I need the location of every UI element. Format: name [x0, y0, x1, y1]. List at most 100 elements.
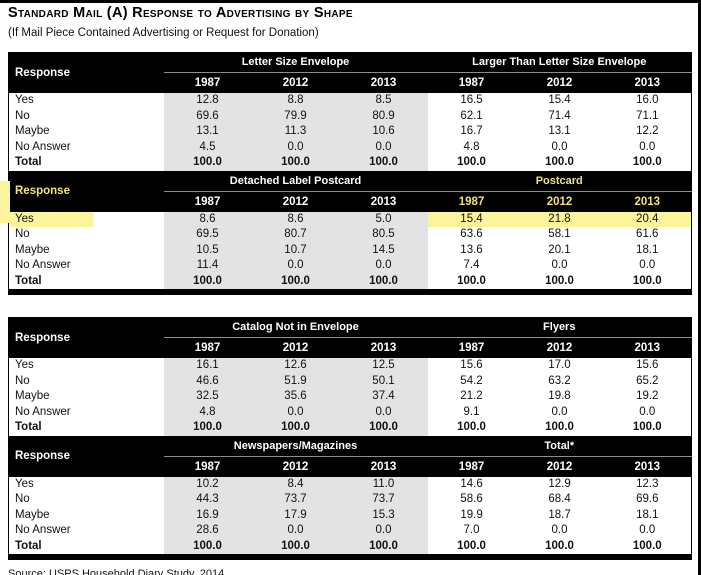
value-cell: 14.5 — [339, 242, 428, 258]
value-cell: 4.8 — [163, 404, 252, 420]
value-cell: 61.6 — [636, 228, 659, 240]
value-cell: 100.0 — [545, 274, 574, 287]
table-row: No Answer 4.5 0.0 0.0 4.8 0.0 0.0 — [9, 139, 692, 155]
year-header: 1987 — [427, 72, 516, 93]
year-header: 2012 — [251, 337, 340, 358]
value-cell: 15.6 — [636, 359, 659, 371]
response-label: Total — [15, 539, 42, 552]
value-cell: 15.6 — [460, 359, 483, 371]
year-header: 2013 — [603, 72, 692, 93]
value-cell: 63.6 — [460, 228, 483, 240]
table-row: Total 100.0 100.0 100.0 100.0 100.0 100.0 — [9, 155, 692, 171]
table-header: Response Catalog Not in Envelope Flyers … — [8, 317, 692, 358]
value-cell: 15.4 — [548, 94, 571, 106]
table-block-top: Response Letter Size Envelope Larger Tha… — [8, 52, 693, 295]
value-cell: 18.7 — [548, 508, 571, 521]
response-label: Total — [15, 274, 42, 287]
response-label: Total — [15, 421, 42, 433]
value-cell: 100.0 — [545, 156, 574, 168]
year-header: 1987 — [163, 456, 252, 477]
value-cell: 0.0 — [251, 258, 340, 274]
value-cell: 100.0 — [457, 274, 486, 287]
value-cell: 73.7 — [251, 492, 340, 508]
value-cell: 100.0 — [251, 273, 340, 292]
response-label: Yes — [15, 94, 34, 106]
response-label: Yes — [15, 477, 34, 490]
table-row: No 44.3 73.7 73.7 58.6 68.4 69.6 — [9, 492, 692, 508]
year-header: 2013 — [603, 456, 692, 477]
table-envelopes: Response Letter Size Envelope Larger Tha… — [8, 52, 693, 171]
value-cell: 16.9 — [163, 507, 252, 523]
response-label: No Answer — [15, 405, 71, 418]
value-cell: 0.0 — [551, 259, 568, 271]
value-cell: 0.0 — [551, 524, 568, 536]
year-header: 1987 — [427, 191, 516, 212]
value-cell: 100.0 — [251, 420, 340, 436]
value-cell: 12.2 — [636, 125, 659, 137]
value-cell: 7.0 — [463, 524, 480, 536]
value-cell: 100.0 — [339, 273, 428, 292]
report-content: Standard Mail (A) Response to Advertisin… — [0, 3, 698, 575]
page-title: Standard Mail (A) Response to Advertisin… — [8, 5, 353, 21]
table-row: Yes 10.2 8.4 11.0 14.6 12.9 12.3 — [9, 476, 692, 492]
group-title-letter-size-envelope: Letter Size Envelope — [163, 52, 428, 73]
value-cell: 28.6 — [163, 523, 252, 539]
value-cell: 10.5 — [163, 242, 252, 258]
value-cell: 21.8 — [515, 211, 604, 227]
response-label: No — [15, 228, 30, 240]
response-label: No Answer — [15, 259, 71, 271]
response-column-header: Response — [8, 52, 164, 93]
value-cell: 80.5 — [339, 227, 428, 243]
response-label: No — [15, 109, 30, 122]
year-header: 1987 — [427, 456, 516, 477]
value-cell: 10.2 — [163, 476, 252, 492]
value-cell: 100.0 — [632, 421, 662, 433]
value-cell: 100.0 — [632, 539, 662, 552]
value-cell: 17.0 — [548, 359, 571, 371]
value-cell: 16.5 — [460, 94, 483, 106]
value-cell: 0.0 — [251, 523, 340, 539]
year-header: 2012 — [515, 337, 604, 358]
response-label: No Answer — [15, 140, 71, 153]
value-cell: 15.3 — [339, 507, 428, 523]
year-header: 2013 — [603, 337, 692, 358]
value-cell: 44.3 — [163, 492, 252, 508]
value-cell: 8.8 — [251, 93, 340, 109]
value-cell: 100.0 — [457, 156, 486, 168]
value-cell: 100.0 — [339, 420, 428, 436]
value-cell: 100.0 — [163, 155, 252, 171]
year-header: 2013 — [339, 456, 428, 477]
response-label: No Answer — [15, 524, 71, 536]
value-cell: 0.0 — [339, 258, 428, 274]
value-cell: 100.0 — [457, 539, 486, 552]
table-row: No 69.6 79.9 80.9 62.1 71.4 71.1 — [9, 108, 692, 124]
response-label: Maybe — [15, 125, 50, 137]
year-header: 1987 — [163, 337, 252, 358]
value-cell: 69.5 — [163, 227, 252, 243]
table-header: Response Letter Size Envelope Larger Tha… — [8, 52, 692, 93]
table-row: No Answer 4.8 0.0 0.0 9.1 0.0 0.0 — [9, 404, 692, 420]
table-body: Yes 12.8 8.8 8.5 16.5 15.4 16.0 No 69.6 79.9 80.9 6… — [9, 93, 692, 171]
value-cell: 0.0 — [339, 139, 428, 155]
highlight-marker — [0, 181, 10, 223]
response-label: Yes — [8, 211, 164, 227]
table-row: Total 100.0 100.0 100.0 100.0 100.0 100.0 — [9, 538, 692, 557]
year-header: 2012 — [251, 72, 340, 93]
value-cell: 50.1 — [339, 373, 428, 389]
value-cell: 14.6 — [460, 477, 483, 490]
value-cell: 20.1 — [548, 243, 571, 256]
table-block-bottom: Response Catalog Not in Envelope Flyers … — [8, 317, 693, 560]
table-row: Total 100.0 100.0 100.0 100.0 100.0 100.0 — [9, 273, 692, 292]
value-cell: 8.6 — [163, 211, 252, 227]
value-cell: 16.0 — [636, 94, 659, 106]
value-cell: 100.0 — [632, 156, 662, 168]
value-cell: 0.0 — [639, 405, 656, 418]
group-title-larger-than-letter: Larger Than Letter Size Envelope — [427, 52, 692, 73]
value-cell: 8.5 — [339, 93, 428, 109]
table-row: No 46.6 51.9 50.1 54.2 63.2 65.2 — [9, 373, 692, 389]
value-cell: 13.6 — [460, 243, 483, 256]
value-cell: 100.0 — [163, 538, 252, 557]
value-cell: 10.6 — [339, 124, 428, 140]
value-cell: 0.0 — [639, 259, 656, 271]
year-header: 2013 — [603, 191, 692, 212]
